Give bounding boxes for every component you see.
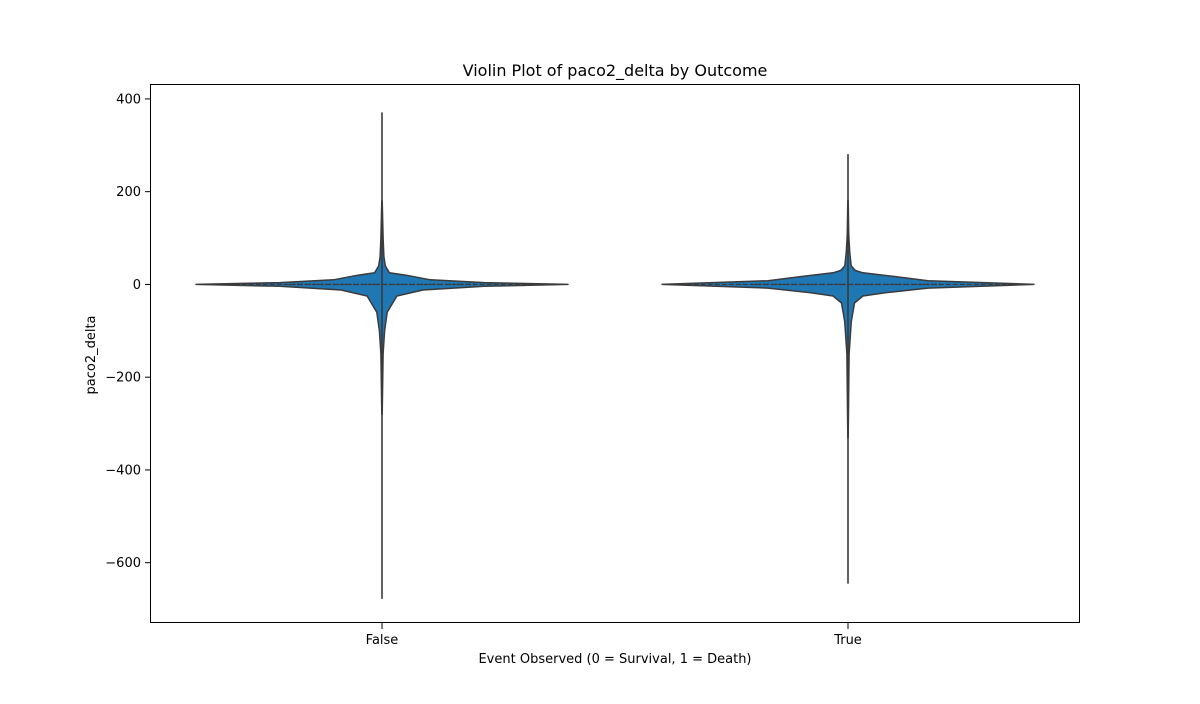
x-axis-label: Event Observed (0 = Survival, 1 = Death) (478, 652, 751, 667)
violin-false (195, 112, 569, 599)
y-tick-label: −400 (105, 463, 141, 478)
axes: 400 200 0 −200 −400 −600 False True (105, 92, 862, 648)
y-tick-label: 200 (116, 185, 141, 200)
x-tick-label: False (366, 633, 399, 648)
y-tick-label: 0 (133, 278, 141, 293)
violin-true (661, 154, 1035, 584)
x-tick-label: True (833, 633, 862, 648)
y-axis-label: paco2_delta (84, 315, 99, 394)
violins (195, 112, 1035, 599)
y-tick-label: 400 (116, 92, 141, 107)
y-tick-label: −200 (105, 371, 141, 386)
chart-title: Violin Plot of paco2_delta by Outcome (463, 61, 768, 81)
plot-frame (150, 84, 1080, 623)
y-tick-label: −600 (105, 556, 141, 571)
